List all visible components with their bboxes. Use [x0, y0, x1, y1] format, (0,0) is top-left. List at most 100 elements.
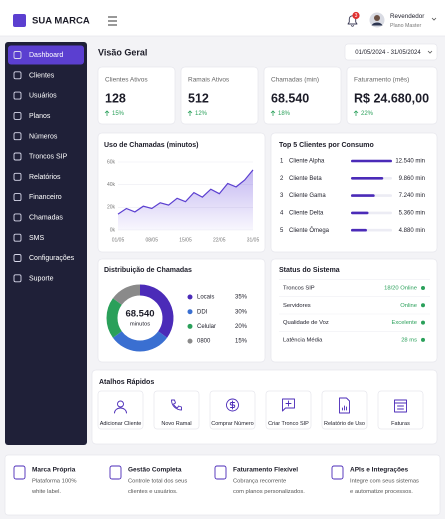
card-title: Status do Sistema — [279, 267, 340, 274]
nav-item[interactable]: Números — [13, 132, 58, 141]
feature-icon — [331, 465, 344, 480]
feature-icon — [13, 465, 26, 480]
shortcut-icon — [114, 400, 127, 414]
feature-text: Controle total dos seus — [128, 479, 187, 485]
trend-arrow — [104, 110, 110, 116]
brand: SUA MARCA — [32, 16, 90, 27]
stat-value: 512 — [188, 91, 209, 105]
nav-item[interactable]: Suporte — [13, 274, 54, 283]
card-title: Atalhos Rápidos — [99, 379, 154, 386]
feature-text: Integre com seus sistemas — [350, 479, 419, 485]
top-clients-card — [270, 132, 438, 253]
chart-title: Uso de Chamadas (minutos) — [104, 142, 199, 149]
stat-card — [180, 66, 259, 125]
nav-item[interactable]: Dashboard — [8, 45, 84, 65]
nav-icon — [13, 254, 22, 262]
legend-value: 15% — [235, 339, 248, 345]
stat-value: R$ 24.680,00 — [354, 91, 429, 105]
status-dot — [421, 337, 425, 342]
nav-icon — [13, 51, 22, 59]
line — [117, 169, 254, 215]
shortcut-tile — [153, 390, 200, 430]
nav-item[interactable]: Clientes — [13, 71, 55, 80]
user-role: Revendedor — [390, 13, 424, 20]
shortcut-icon — [394, 399, 407, 413]
shortcut[interactable]: Novo Ramal — [153, 390, 200, 430]
date-picker[interactable]: 01/05/2024 - 31/05/2024 — [344, 43, 438, 61]
stat-value: 68.540 — [271, 91, 309, 105]
shortcut-label: Novo Ramal — [161, 421, 191, 427]
nav-icon — [13, 111, 22, 120]
nav-item[interactable]: Relatórios — [13, 172, 61, 181]
shortcut-tile — [377, 390, 424, 430]
nav-item[interactable]: Configurações — [13, 254, 75, 263]
stat-change: 12% — [195, 111, 208, 117]
shortcut[interactable]: Adicionar Cliente — [97, 390, 144, 430]
nav-item[interactable]: Planos — [13, 111, 51, 120]
legend-dot — [187, 338, 193, 344]
status-value: 28 ms — [401, 337, 417, 343]
features-band — [4, 454, 441, 516]
feature-title: Faturamento Flexível — [233, 467, 298, 474]
menu-toggle[interactable] — [108, 16, 117, 26]
date-range: 01/05/2024 - 31/05/2024 — [355, 50, 421, 56]
nav-label: SMS — [29, 235, 45, 242]
x-tick-label: 22/05 — [213, 237, 226, 243]
trend-arrow — [187, 110, 193, 116]
page-title: Visão Geral — [98, 47, 147, 57]
nav-item[interactable]: Usuários — [13, 91, 57, 100]
shortcut[interactable]: Relatório de Uso — [321, 390, 368, 430]
shortcut-icon — [339, 397, 350, 414]
bar — [351, 177, 384, 180]
card-title: Top 5 Clientes por Consumo — [279, 142, 374, 149]
user-menu[interactable]: Revendedor Plano Master — [369, 12, 437, 29]
stat-card — [346, 66, 438, 125]
client-name: Cliente Alpha — [289, 159, 325, 165]
y-tick-label: 60k — [107, 159, 116, 165]
stat-label: Chamadas (min) — [271, 77, 319, 84]
status-dot — [421, 286, 425, 290]
legend-dot — [187, 294, 193, 300]
feature-title: Marca Própria — [32, 467, 76, 474]
donut-segment — [112, 284, 141, 306]
donut-unit: minutos — [130, 322, 150, 328]
nav-icon — [13, 172, 22, 181]
nav-label: Dashboard — [29, 52, 63, 59]
client-name: Cliente Ômega — [289, 227, 330, 234]
shortcut[interactable]: Faturas — [377, 390, 424, 430]
bar — [351, 194, 375, 197]
feature-text: e automatize processos. — [350, 489, 413, 495]
nav-icon — [13, 71, 22, 80]
notifications[interactable]: 3 — [347, 11, 360, 27]
sidebar — [5, 42, 87, 445]
client-name: Cliente Delta — [289, 210, 324, 216]
card-title: Distribuição de Chamadas — [104, 267, 192, 274]
nav-item[interactable]: Chamadas — [13, 213, 63, 222]
nav-label: Clientes — [29, 72, 55, 79]
x-tick-label: 31/05 — [247, 237, 260, 243]
feature-title: APIs e Integrações — [350, 467, 409, 474]
shortcut[interactable]: Criar Tronco SIP — [265, 390, 312, 430]
legend-label: DDI — [197, 309, 208, 315]
status-dot — [421, 320, 425, 325]
stat-change: 15% — [112, 111, 125, 117]
rank: 2 — [280, 176, 284, 182]
shortcut-label: Criar Tronco SIP — [268, 421, 309, 427]
client-name: Cliente Beta — [289, 176, 322, 182]
shortcut[interactable]: Comprar Número — [209, 390, 256, 430]
shortcut-label: Comprar Número — [211, 421, 253, 427]
shortcut-tile — [97, 390, 144, 430]
donut-segment — [106, 298, 123, 338]
nav-label: Financeiro — [29, 194, 62, 201]
feature-text: Cobrança recorrente — [233, 479, 286, 485]
bar — [351, 159, 392, 163]
value-label: 12.540 min — [395, 159, 425, 165]
nav-item[interactable]: Financeiro — [13, 193, 62, 202]
stat-value: 128 — [105, 91, 126, 105]
shortcut-icon — [226, 398, 239, 412]
nav-item[interactable]: Troncos SIP — [13, 152, 68, 161]
nav-item[interactable]: SMS — [13, 233, 45, 242]
status-value: Excelente — [392, 320, 417, 326]
